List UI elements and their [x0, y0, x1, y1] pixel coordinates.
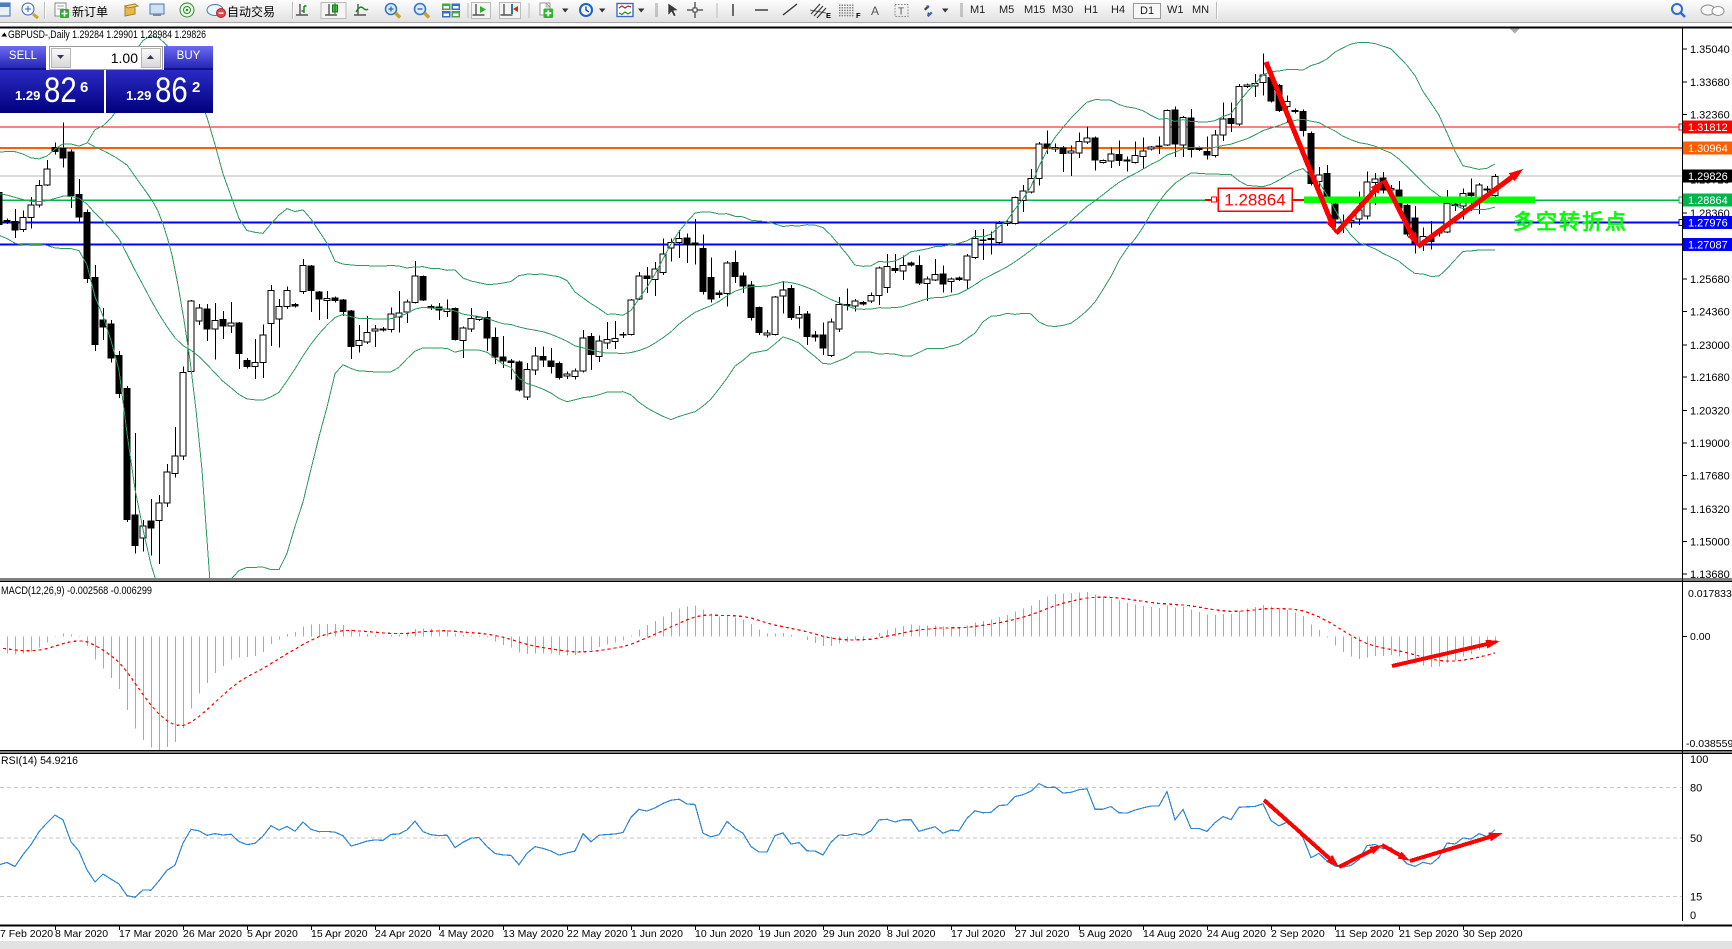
- svg-text:MACD(12,26,9) -0.002568 -0.006: MACD(12,26,9) -0.002568 -0.006299: [1, 585, 152, 597]
- svg-text:7 Feb 2020: 7 Feb 2020: [0, 928, 53, 940]
- svg-text:1.16320: 1.16320: [1690, 504, 1730, 516]
- svg-text:26 Mar 2020: 26 Mar 2020: [183, 928, 242, 940]
- svg-text:5 Apr 2020: 5 Apr 2020: [247, 928, 298, 940]
- svg-text:A: A: [871, 4, 879, 18]
- svg-text:5 Aug 2020: 5 Aug 2020: [1079, 928, 1132, 940]
- svg-text:0: 0: [1690, 910, 1696, 922]
- svg-text:F: F: [856, 11, 861, 20]
- svg-text:1.27087: 1.27087: [1688, 240, 1728, 252]
- svg-text:13 May 2020: 13 May 2020: [503, 928, 564, 940]
- svg-text:RSI(14) 54.9216: RSI(14) 54.9216: [1, 755, 78, 767]
- svg-text:1.24360: 1.24360: [1690, 306, 1730, 318]
- svg-text:4 May 2020: 4 May 2020: [439, 928, 494, 940]
- svg-text:1 Jun 2020: 1 Jun 2020: [631, 928, 683, 940]
- svg-text:1.35040: 1.35040: [1690, 44, 1730, 56]
- svg-text:1.32360: 1.32360: [1690, 110, 1730, 122]
- svg-text:30 Sep 2020: 30 Sep 2020: [1463, 928, 1523, 940]
- svg-text:1.21680: 1.21680: [1690, 372, 1730, 384]
- svg-text:24 Apr 2020: 24 Apr 2020: [375, 928, 432, 940]
- svg-text:1.20320: 1.20320: [1690, 406, 1730, 418]
- svg-text:1.23000: 1.23000: [1690, 340, 1730, 352]
- svg-text:1.17680: 1.17680: [1690, 471, 1730, 483]
- svg-text:29 Jun 2020: 29 Jun 2020: [823, 928, 881, 940]
- svg-text:27 Jul 2020: 27 Jul 2020: [1015, 928, 1069, 940]
- svg-text:1.29826: 1.29826: [1688, 171, 1728, 183]
- svg-text:0.017833: 0.017833: [1688, 588, 1732, 600]
- svg-text:T: T: [898, 7, 904, 18]
- svg-text:15 Apr 2020: 15 Apr 2020: [311, 928, 368, 940]
- svg-text:多空转折点: 多空转折点: [1513, 210, 1628, 234]
- svg-text:10 Jun 2020: 10 Jun 2020: [695, 928, 753, 940]
- svg-text:E: E: [826, 11, 831, 20]
- svg-text:19 Jun 2020: 19 Jun 2020: [759, 928, 817, 940]
- svg-text:80: 80: [1690, 783, 1702, 795]
- svg-text:1.28864: 1.28864: [1688, 195, 1728, 207]
- svg-text:1.25680: 1.25680: [1690, 274, 1730, 286]
- svg-text:8 Mar 2020: 8 Mar 2020: [55, 928, 108, 940]
- svg-text:1.13680: 1.13680: [1690, 569, 1730, 581]
- svg-text:1.31812: 1.31812: [1688, 122, 1728, 134]
- svg-text:GBPUSD-,Daily 1.29284 1.29901: GBPUSD-,Daily 1.29284 1.29901 1.28984 1.…: [8, 29, 206, 41]
- svg-text:100: 100: [1690, 754, 1708, 766]
- svg-text:1.33680: 1.33680: [1690, 77, 1730, 89]
- svg-text:11 Sep 2020: 11 Sep 2020: [1335, 928, 1394, 940]
- svg-text:8 Jul 2020: 8 Jul 2020: [887, 928, 936, 940]
- svg-text:2 Sep 2020: 2 Sep 2020: [1271, 928, 1325, 940]
- svg-text:1.27976: 1.27976: [1688, 218, 1728, 230]
- svg-text:0.00: 0.00: [1690, 631, 1711, 643]
- svg-text:1.19000: 1.19000: [1690, 438, 1730, 450]
- svg-text:-0.038559: -0.038559: [1686, 738, 1732, 750]
- svg-text:21 Sep 2020: 21 Sep 2020: [1399, 928, 1459, 940]
- svg-text:1.15000: 1.15000: [1690, 537, 1730, 549]
- svg-text:1.28864: 1.28864: [1224, 191, 1285, 210]
- svg-text:24 Aug 2020: 24 Aug 2020: [1207, 928, 1266, 940]
- svg-text:14 Aug 2020: 14 Aug 2020: [1143, 928, 1202, 940]
- svg-text:17 Mar 2020: 17 Mar 2020: [119, 928, 178, 940]
- svg-text:17 Jul 2020: 17 Jul 2020: [951, 928, 1005, 940]
- svg-text:22 May 2020: 22 May 2020: [567, 928, 628, 940]
- svg-text:50: 50: [1690, 833, 1702, 845]
- svg-text:15: 15: [1690, 891, 1702, 903]
- svg-text:1.30964: 1.30964: [1688, 143, 1728, 155]
